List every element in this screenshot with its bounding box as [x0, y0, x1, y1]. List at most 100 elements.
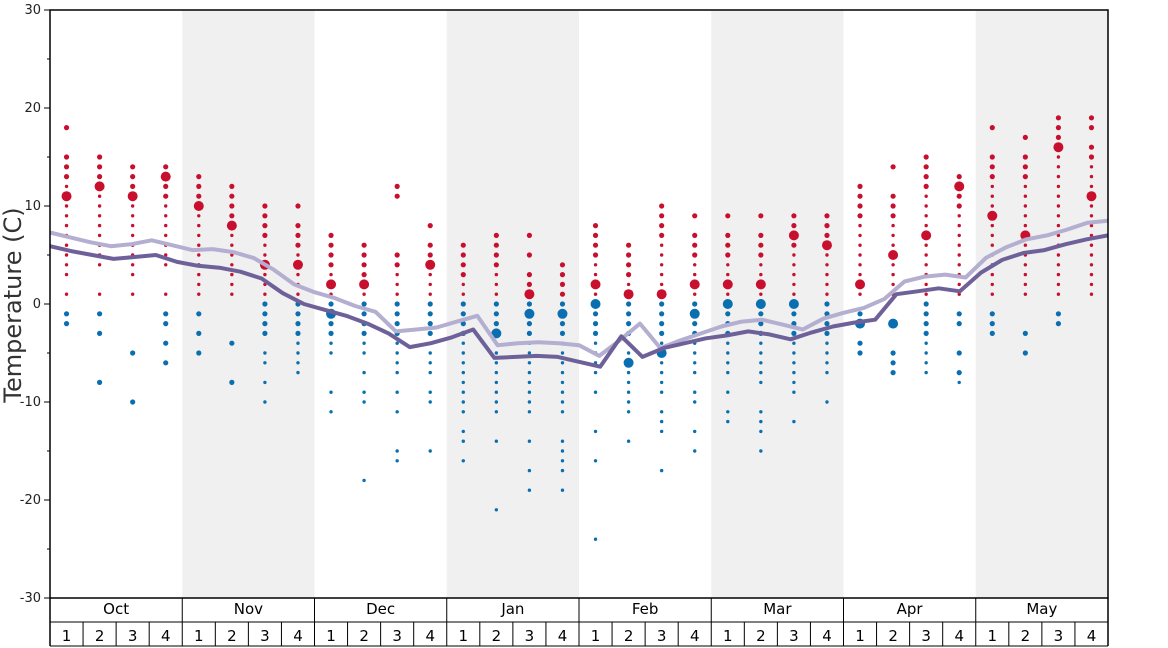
cold-point: [726, 419, 730, 424]
month-shade: [182, 10, 315, 598]
cold-point: [989, 330, 995, 336]
warm-point-large: [821, 240, 832, 251]
warm-point: [792, 292, 796, 296]
warm-point: [923, 174, 929, 180]
warm-point: [262, 203, 268, 209]
cold-point: [362, 390, 366, 394]
warm-point: [130, 214, 135, 218]
warm-point: [924, 282, 928, 287]
cold-point: [593, 341, 598, 345]
week-label: 1: [326, 627, 336, 645]
warm-point: [858, 243, 862, 247]
warm-point: [1056, 253, 1061, 257]
cold-point: [626, 390, 631, 394]
cold-point: [659, 468, 664, 473]
cold-point: [428, 400, 432, 404]
warm-point: [164, 204, 168, 208]
warm-point: [758, 213, 764, 219]
warm-point: [493, 262, 499, 268]
cold-point: [329, 390, 333, 394]
warm-point: [990, 272, 994, 277]
warm-point: [990, 292, 994, 296]
warm-point: [1055, 125, 1062, 131]
warm-point: [990, 184, 994, 189]
warm-point: [559, 262, 566, 268]
warm-point: [230, 272, 234, 277]
warm-point: [164, 292, 168, 296]
cold-point: [526, 321, 533, 327]
cold-point: [726, 361, 730, 365]
warm-point: [792, 272, 796, 277]
cold-point: [890, 350, 896, 356]
warm-point: [493, 242, 499, 248]
warm-point: [758, 242, 764, 248]
cold-point: [824, 330, 830, 336]
warm-point: [1022, 174, 1028, 180]
warm-point: [1089, 243, 1094, 247]
warm-point: [725, 213, 731, 219]
warm-point-large: [855, 279, 866, 290]
cold-point-large: [755, 299, 766, 309]
warm-point: [725, 252, 731, 258]
cold-point: [527, 380, 532, 385]
warm-point: [956, 174, 962, 180]
warm-point: [263, 292, 267, 296]
warm-point: [1088, 125, 1095, 131]
cold-point: [560, 410, 565, 414]
warm-point: [1088, 115, 1095, 121]
warm-point: [559, 272, 566, 278]
cold-point: [461, 341, 465, 345]
cold-point: [296, 351, 300, 355]
cold-point: [362, 351, 366, 355]
warm-point: [163, 183, 169, 189]
cold-point: [592, 321, 599, 327]
week-label: 4: [1087, 627, 1097, 645]
cold-point: [96, 330, 103, 336]
warm-point: [428, 282, 432, 287]
cold-point: [428, 449, 432, 453]
cold-point: [328, 321, 334, 327]
warm-point: [857, 203, 863, 209]
warm-point: [461, 292, 465, 296]
warm-point: [858, 223, 862, 228]
cold-point: [659, 330, 665, 336]
cold-point: [263, 400, 267, 404]
cold-point: [163, 360, 169, 366]
cold-point: [592, 311, 599, 317]
month-label: Jan: [500, 600, 524, 618]
warm-point: [130, 292, 135, 296]
warm-point: [130, 174, 136, 180]
cold-point: [924, 370, 928, 375]
warm-point: [460, 262, 466, 268]
cold-point: [461, 400, 465, 404]
warm-point-large: [425, 259, 436, 270]
warm-point: [395, 272, 399, 277]
warm-point: [1088, 144, 1095, 150]
week-label: 4: [822, 627, 832, 645]
warm-point: [1023, 263, 1028, 267]
week-label: 3: [657, 627, 667, 645]
warm-point: [924, 243, 928, 247]
cold-point: [824, 321, 830, 327]
warm-point: [295, 232, 301, 238]
cold-point: [923, 330, 929, 336]
warm-point: [1055, 134, 1062, 140]
cold-point: [1055, 321, 1062, 327]
warm-point: [559, 291, 566, 297]
warm-point: [957, 253, 961, 257]
warm-point: [526, 252, 533, 258]
warm-point: [63, 164, 70, 170]
cold-point: [526, 301, 533, 307]
warm-point: [197, 233, 201, 238]
warm-point: [891, 272, 895, 277]
warm-point: [1023, 282, 1028, 287]
warm-point: [230, 233, 234, 238]
cold-point: [428, 390, 432, 394]
cold-point: [493, 301, 499, 307]
cold-point: [461, 459, 465, 463]
warm-point: [361, 262, 367, 268]
warm-point: [64, 253, 69, 257]
warm-point: [395, 292, 399, 296]
warm-point: [1023, 243, 1028, 247]
cold-point: [263, 380, 267, 385]
